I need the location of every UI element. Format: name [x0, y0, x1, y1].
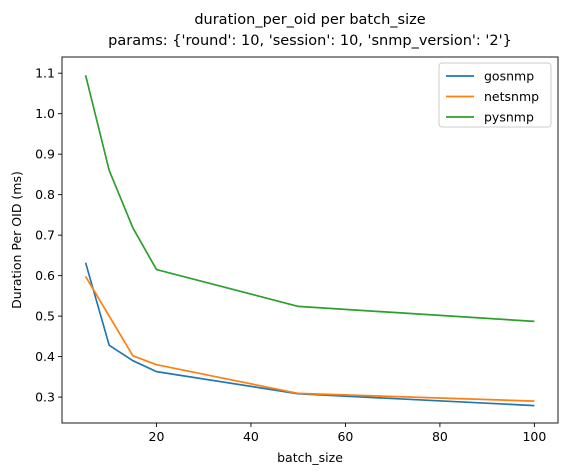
x-axis-label: batch_size: [277, 450, 343, 465]
y-tick-label: 1.1: [35, 66, 55, 81]
chart-title: duration_per_oid per batch_size: [194, 12, 425, 28]
y-ticks: 0.3 0.4 0.5 0.6 0.7 0.8 0.9 1.0 1.1: [35, 66, 62, 405]
y-tick-label: 1.0: [35, 106, 55, 121]
legend-label-gosnmp: gosnmp: [484, 69, 534, 84]
x-tick-label: 40: [243, 429, 259, 444]
series-layer: [84, 74, 535, 407]
legend-box: [438, 62, 552, 128]
y-tick-label: 0.8: [35, 187, 55, 202]
y-axis-label: Duration Per OID (ms): [9, 171, 24, 309]
x-tick-label: 80: [432, 429, 448, 444]
y-tick-label: 0.9: [35, 147, 55, 162]
plot-area: [61, 56, 559, 424]
y-tick-label: 0.4: [35, 349, 55, 364]
y-tick-label: 0.6: [35, 268, 55, 283]
y-tick-label: 0.7: [35, 228, 55, 243]
x-ticks: 20 40 60 80 100: [149, 423, 546, 444]
series-line-netsnmp: [84, 275, 535, 402]
legend: gosnmp netsnmp pysnmp: [438, 62, 552, 128]
x-tick-label: 20: [149, 429, 165, 444]
y-tick-label: 0.3: [35, 390, 55, 405]
x-tick-label: 100: [522, 429, 546, 444]
chart-subtitle: params: {'round': 10, 'session': 10, 'sn…: [108, 33, 512, 49]
y-tick-label: 0.5: [35, 309, 55, 324]
legend-label-pysnmp: pysnmp: [484, 110, 534, 125]
x-tick-label: 60: [337, 429, 353, 444]
series-line-pysnmp: [84, 74, 535, 323]
legend-label-netsnmp: netsnmp: [484, 89, 539, 104]
series-line-gosnmp: [84, 262, 535, 407]
